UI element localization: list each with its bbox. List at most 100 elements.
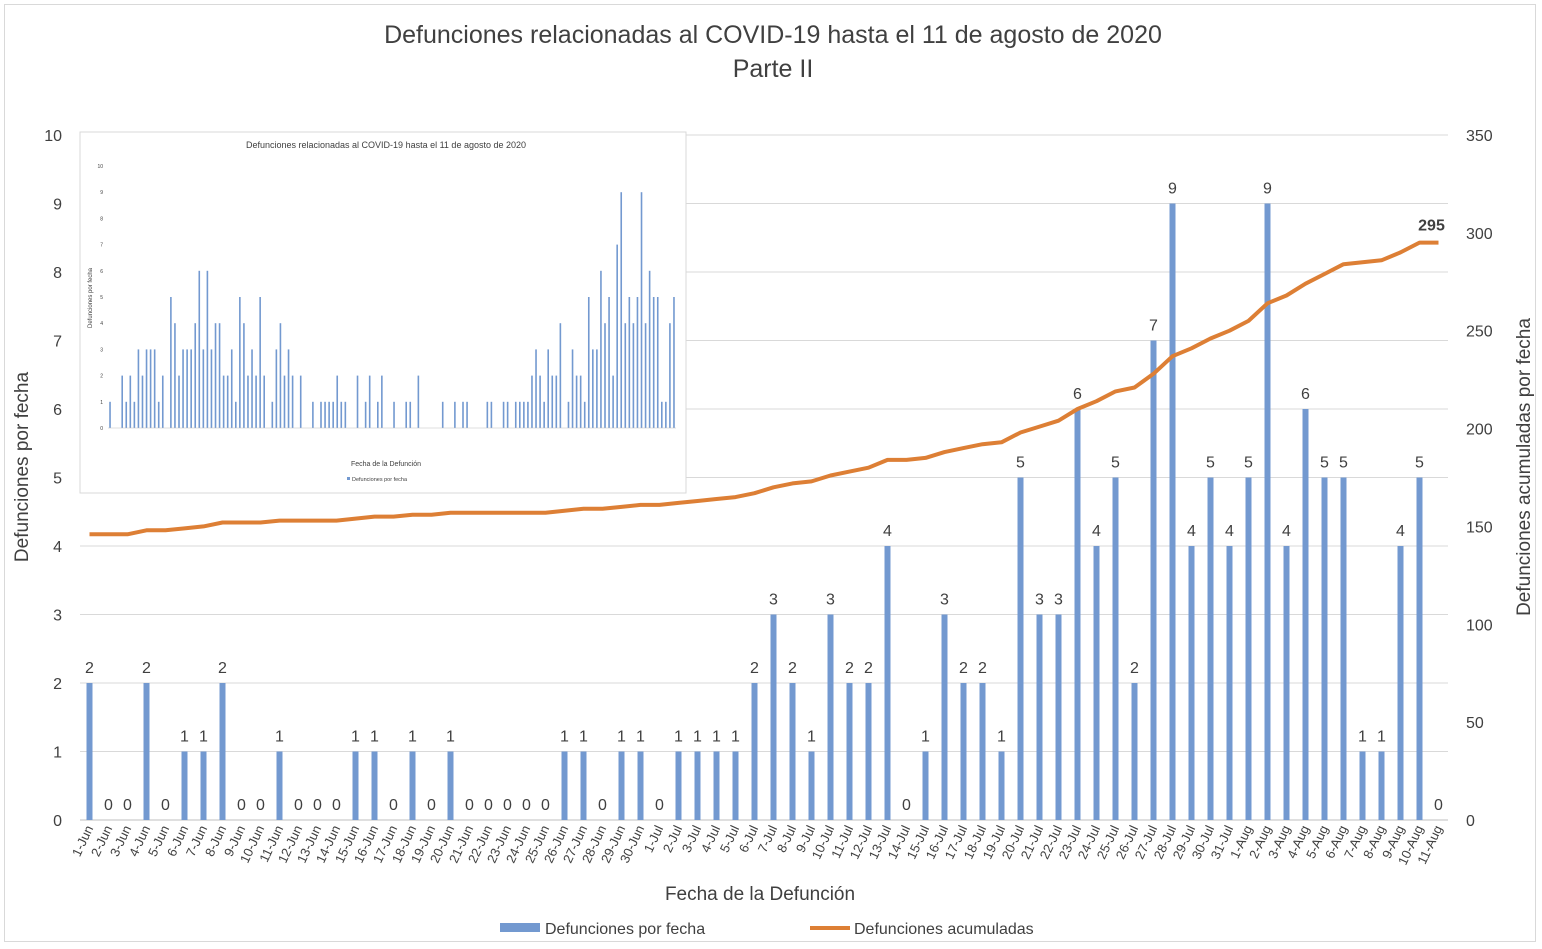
- bar: [979, 683, 986, 820]
- bar: [1188, 546, 1195, 820]
- bar-data-label: 3: [826, 592, 835, 609]
- inset-bar: [161, 375, 164, 428]
- bar: [732, 751, 739, 820]
- bar-data-label: 3: [940, 592, 949, 609]
- inset-bar: [612, 375, 614, 428]
- inset-bar: [405, 401, 407, 428]
- inset-bar: [190, 349, 192, 428]
- inset-bar: [417, 375, 420, 428]
- y-right-tick-label: 200: [1466, 422, 1493, 439]
- inset-bar: [571, 349, 574, 428]
- inset-y-tick-label: 8: [100, 216, 103, 222]
- inset-bar: [129, 375, 132, 428]
- inset-bar: [328, 401, 330, 428]
- bar-data-label: 0: [332, 797, 341, 814]
- inset-bar: [194, 323, 197, 428]
- inset-bar: [332, 401, 334, 428]
- bar-data-label: 3: [1035, 592, 1044, 609]
- bar-data-label: 4: [883, 523, 892, 540]
- bar-data-label: 4: [1396, 523, 1405, 540]
- inset-bar: [153, 349, 156, 428]
- x-axis-ticks: 1-Jun2-Jun3-Jun4-Jun5-Jun6-Jun7-Jun8-Jun…: [69, 823, 1445, 867]
- bar: [1416, 477, 1423, 820]
- bar-data-label: 1: [674, 729, 683, 746]
- inset-bar: [243, 323, 245, 428]
- inset-bar: [137, 349, 140, 428]
- inset-bar: [409, 401, 412, 428]
- bar: [1321, 477, 1328, 820]
- inset-bar: [287, 349, 290, 428]
- bar-data-label: 2: [788, 660, 797, 677]
- inset-bar: [547, 349, 549, 428]
- bar-data-label: 5: [1339, 455, 1348, 472]
- y-left-tick-label: 5: [53, 471, 62, 488]
- inset-bar: [604, 323, 606, 428]
- bar-data-label: 1: [997, 729, 1006, 746]
- inset-y-tick-label: 0: [100, 426, 103, 432]
- bar-data-label: 1: [579, 729, 588, 746]
- inset-bar: [174, 323, 176, 428]
- inset-bar: [218, 323, 221, 428]
- bar-data-label: 5: [1244, 455, 1253, 472]
- bar-data-label: 0: [902, 797, 911, 814]
- inset-bar: [235, 401, 237, 428]
- bar: [827, 614, 834, 820]
- right-axis-ticks: 0 50 100 150 200 250 300 350: [1466, 128, 1493, 830]
- inset-bar: [579, 375, 582, 428]
- y-left-tick-label: 4: [53, 539, 62, 556]
- inset-bar: [283, 375, 286, 428]
- inset-bar: [567, 401, 570, 428]
- inset-bar: [368, 375, 371, 428]
- bar-data-label: 0: [161, 797, 170, 814]
- bar: [1055, 614, 1062, 820]
- bar: [1207, 477, 1214, 820]
- bar-data-label: 1: [408, 729, 417, 746]
- bar: [447, 751, 454, 820]
- inset-bar: [239, 297, 241, 428]
- bar: [1169, 203, 1176, 820]
- inset-bar: [502, 401, 505, 428]
- inset-bar: [543, 401, 545, 428]
- inset-bar: [170, 297, 172, 428]
- inset-bar: [121, 375, 123, 428]
- y-left-tick-label: 8: [53, 265, 62, 282]
- bar: [770, 614, 777, 820]
- bar-data-label: 4: [1092, 523, 1101, 540]
- bar: [789, 683, 796, 820]
- inset-bar: [669, 323, 671, 428]
- inset-bar: [247, 375, 249, 428]
- bar-data-label: 5: [1016, 455, 1025, 472]
- inset-bar: [299, 375, 302, 428]
- inset-bar: [344, 401, 347, 428]
- inset-bar: [198, 270, 201, 428]
- bar-data-label: 1: [560, 729, 569, 746]
- bar-data-label: 9: [1168, 181, 1177, 198]
- bar: [922, 751, 929, 820]
- inset-bar: [214, 323, 217, 428]
- y-right-tick-label: 150: [1466, 519, 1493, 536]
- y-left-tick-label: 9: [53, 197, 62, 214]
- bar: [637, 751, 644, 820]
- bar-data-label: 2: [959, 660, 968, 677]
- y-axis-label-right: Defunciones acumuladas por fecha: [1514, 318, 1535, 616]
- legend-label-line: Defunciones acumuladas: [854, 921, 1034, 938]
- bar-data-label: 0: [1434, 797, 1443, 814]
- inset-background: [79, 131, 687, 494]
- inset-bar: [222, 375, 225, 428]
- inset-bar: [514, 401, 517, 428]
- bar-data-label: 1: [693, 729, 702, 746]
- inset-bar: [182, 349, 184, 428]
- bar: [1226, 546, 1233, 820]
- inset-y-label: Defunciones por fecha: [88, 267, 94, 328]
- inset-bar: [340, 401, 343, 428]
- bar-data-label: 1: [370, 729, 379, 746]
- inset-bar: [226, 375, 229, 428]
- inset-y-tick-label: 4: [100, 321, 103, 327]
- inset-bar: [551, 375, 554, 428]
- bar-data-label: 0: [256, 797, 265, 814]
- bar-data-label: 0: [294, 797, 303, 814]
- inset-bar: [531, 375, 533, 428]
- bar-data-label: 7: [1149, 318, 1158, 335]
- chart-subtitle: Parte II: [733, 55, 814, 83]
- inset-y-tick-label: 9: [100, 190, 103, 196]
